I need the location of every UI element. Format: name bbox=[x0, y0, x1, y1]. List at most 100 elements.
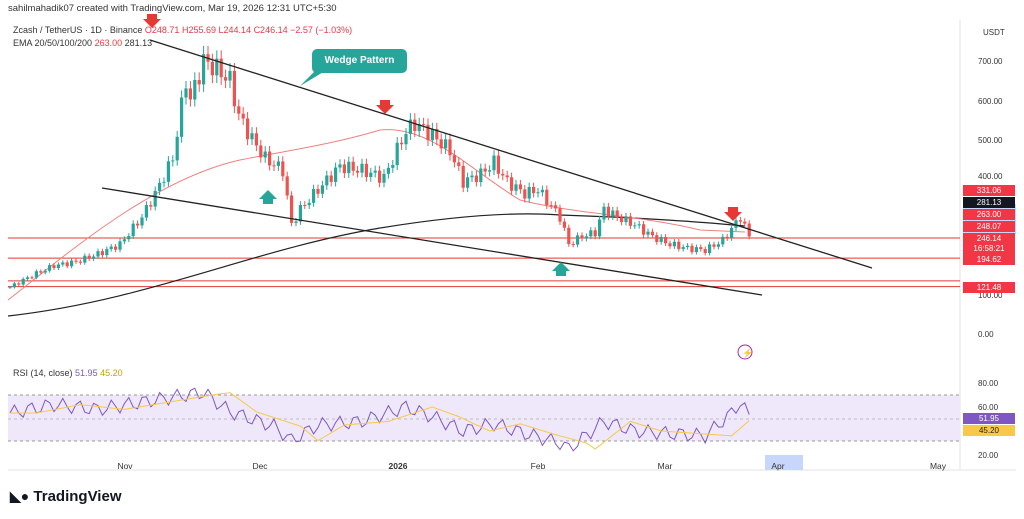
candle-body bbox=[114, 246, 118, 250]
candle-body bbox=[422, 124, 426, 126]
candle-body bbox=[615, 210, 619, 218]
candle-body bbox=[87, 255, 91, 259]
candle-body bbox=[171, 160, 175, 162]
candle-body bbox=[356, 170, 360, 173]
candle-body bbox=[545, 189, 549, 206]
candle-body bbox=[312, 189, 316, 203]
candle-body bbox=[602, 206, 606, 220]
tradingview-logo[interactable]: ◣● TradingView bbox=[10, 488, 122, 505]
candle-body bbox=[290, 195, 294, 223]
candle-body bbox=[536, 192, 540, 194]
wedge-lower-trendline[interactable] bbox=[101, 187, 763, 296]
candle-body bbox=[52, 265, 56, 269]
price-tick: 700.00 bbox=[978, 57, 1003, 66]
time-tick: Apr bbox=[771, 461, 785, 471]
candle-body bbox=[571, 244, 575, 246]
candle-body bbox=[686, 245, 690, 248]
candle-body bbox=[721, 236, 725, 245]
candle-body bbox=[184, 88, 188, 98]
candle-body bbox=[598, 219, 602, 237]
candle-body bbox=[466, 177, 470, 188]
candle-body bbox=[298, 204, 302, 222]
candle-body bbox=[712, 244, 716, 247]
candle-body bbox=[413, 119, 417, 131]
price-tag: 16:58:21 bbox=[963, 243, 1015, 254]
candle-body bbox=[527, 186, 531, 199]
ema-value-a: 263.00 bbox=[94, 38, 123, 48]
candle-body bbox=[395, 142, 399, 166]
candle-body bbox=[92, 256, 96, 259]
price-tag: 246.14 bbox=[963, 233, 1015, 244]
candle-body bbox=[175, 136, 179, 161]
symbol[interactable]: Zcash / TetherUS · 1D · Binance bbox=[13, 25, 143, 35]
candle-body bbox=[496, 155, 500, 174]
candle-body bbox=[373, 170, 377, 173]
lightning-icon[interactable] bbox=[737, 344, 753, 360]
candle-body bbox=[703, 249, 707, 254]
candle-body bbox=[127, 236, 131, 240]
ema-200-line bbox=[7, 213, 746, 317]
candle-body bbox=[659, 237, 663, 243]
ema-legend[interactable]: EMA 20/50/100/200 263.00 281.13 bbox=[13, 38, 152, 48]
candle-body bbox=[474, 175, 478, 183]
candle-body bbox=[316, 189, 320, 194]
candle-body bbox=[74, 260, 78, 262]
candle-body bbox=[400, 142, 404, 145]
candle-body bbox=[386, 167, 390, 174]
rsi-label: RSI (14, close) bbox=[13, 368, 73, 378]
time-highlight bbox=[765, 455, 803, 470]
candle-body bbox=[334, 167, 338, 182]
candle-body bbox=[382, 173, 386, 183]
candle-body bbox=[219, 58, 223, 78]
candle-body bbox=[690, 245, 694, 253]
rsi-legend[interactable]: RSI (14, close) 51.95 45.20 bbox=[13, 368, 123, 378]
candle-body bbox=[8, 287, 12, 289]
candle-body bbox=[611, 210, 615, 217]
ohlc-change: −2.57 (−1.03%) bbox=[290, 25, 353, 35]
candle-body bbox=[452, 155, 456, 163]
candle-body bbox=[730, 227, 734, 239]
candle-body bbox=[105, 249, 109, 256]
wedge-pattern-callout[interactable]: Wedge Pattern bbox=[312, 49, 407, 73]
candle-body bbox=[43, 270, 47, 273]
candle-body bbox=[188, 88, 192, 100]
candle-body bbox=[483, 168, 487, 172]
candle-body bbox=[457, 162, 461, 166]
rsi-ma-tag: 45.20 bbox=[963, 425, 1015, 436]
currency-label: USDT bbox=[983, 28, 1005, 37]
candle-body bbox=[650, 231, 654, 236]
wedge-upper-trendline[interactable] bbox=[149, 39, 873, 269]
candle-body bbox=[320, 185, 324, 194]
candle-body bbox=[677, 241, 681, 249]
candle-body bbox=[30, 277, 34, 279]
rsi-tick: 20.00 bbox=[978, 451, 999, 460]
candle-body bbox=[237, 106, 241, 114]
candle-body bbox=[70, 260, 74, 267]
candle-body bbox=[694, 247, 698, 253]
candle-body bbox=[479, 168, 483, 183]
candle-body bbox=[276, 161, 280, 166]
time-tick: May bbox=[929, 461, 947, 471]
candle-body bbox=[329, 175, 333, 182]
candle-body bbox=[136, 223, 140, 226]
candle-body bbox=[708, 244, 712, 254]
candle-body bbox=[232, 70, 236, 107]
candle-body bbox=[21, 278, 25, 285]
candle-body bbox=[716, 244, 720, 247]
candle-body bbox=[593, 230, 597, 237]
candle-body bbox=[347, 161, 351, 174]
candle-body bbox=[153, 190, 157, 207]
candle-body bbox=[549, 205, 553, 207]
rsi-ma-line bbox=[10, 392, 750, 450]
candle-body bbox=[268, 151, 272, 166]
candle-body bbox=[61, 262, 65, 265]
candle-body bbox=[149, 205, 153, 207]
svg-text:⚡: ⚡ bbox=[742, 347, 753, 359]
candle-body bbox=[281, 161, 285, 177]
arrow-up-icon bbox=[552, 262, 570, 276]
price-tag: 248.07 bbox=[963, 221, 1015, 232]
candle-body bbox=[193, 79, 197, 100]
candle-body bbox=[364, 163, 368, 178]
candle-body bbox=[166, 161, 170, 182]
